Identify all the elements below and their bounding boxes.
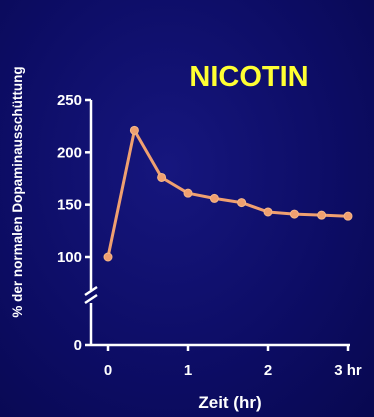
y-axis-label: % der normalen Dopaminausschüttung	[10, 66, 25, 317]
y-axis-break-mark-top	[84, 285, 98, 297]
data-point	[157, 172, 167, 182]
y-tick-label: 250	[57, 92, 82, 109]
x-tick-group: 0 1 2 3 hr	[104, 345, 362, 379]
chart-title: NICOTIN	[189, 61, 308, 93]
data-point	[103, 252, 113, 262]
x-tick-label: 3 hr	[334, 362, 362, 379]
y-tick-label: 150	[57, 197, 82, 214]
data-point	[129, 125, 139, 135]
data-point	[317, 210, 327, 220]
data-point	[209, 193, 219, 203]
y-tick-label: 100	[57, 249, 82, 266]
data-point	[263, 207, 273, 217]
series-line	[106, 128, 349, 258]
y-axis-break-mark-bottom	[84, 293, 98, 305]
data-point	[183, 188, 193, 198]
x-axis-label: Zeit (hr)	[198, 393, 261, 412]
x-tick-label: 0	[104, 362, 112, 379]
x-tick-label: 1	[184, 362, 192, 379]
data-point	[289, 209, 299, 219]
y-tick-group: 250 200 150 100 0	[57, 92, 91, 354]
series-nicotine	[103, 125, 353, 262]
y-tick-label: 0	[74, 337, 82, 354]
x-tick-label: 2	[264, 362, 272, 379]
data-point	[343, 211, 353, 221]
data-point	[237, 198, 247, 208]
y-tick-label: 200	[57, 144, 82, 161]
